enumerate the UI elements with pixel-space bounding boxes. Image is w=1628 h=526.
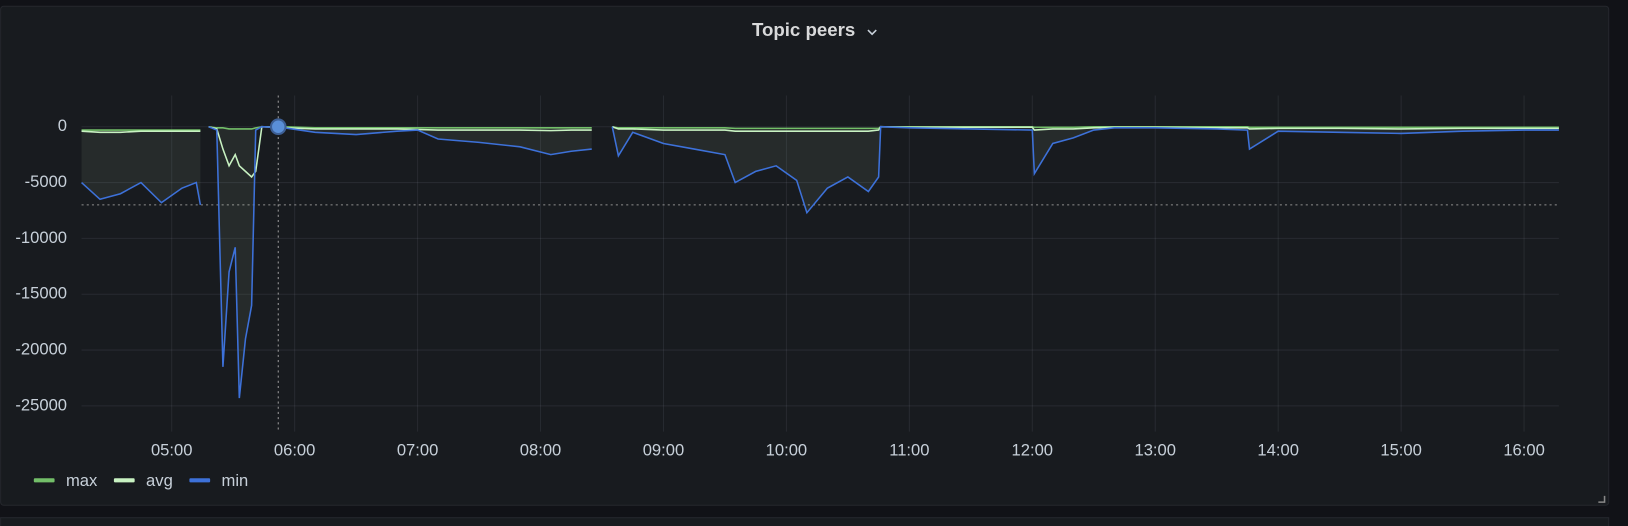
x-tick-label: 06:00 [274,441,316,460]
band-area [612,126,1559,213]
series-line [81,181,202,206]
band-area [81,130,201,205]
x-tick-label: 11:00 [889,441,929,460]
x-tick-label: 07:00 [397,441,439,460]
legend-label[interactable]: max [66,471,98,490]
next-panel [0,517,1610,526]
legend-swatch [189,478,211,483]
x-tick-label: 10:00 [766,441,808,460]
legend-swatch [113,478,135,483]
y-tick-label: -25000 [15,395,67,414]
x-tick-label: 15:00 [1380,441,1422,460]
crosshair-point [269,118,287,136]
series-line [611,125,1559,215]
x-tick-label: 16:00 [1503,441,1545,460]
legend-label[interactable]: avg [146,471,173,490]
x-tick-label: 09:00 [643,441,685,460]
chart-title[interactable]: Topic peers [752,19,855,40]
legend-label[interactable]: min [222,471,249,490]
resize-handle[interactable] [1598,495,1606,503]
y-tick-label: 0 [58,116,67,135]
y-tick-label: -5000 [25,172,67,191]
x-tick-label: 14:00 [1257,441,1299,460]
title-chevron[interactable] [867,29,877,36]
x-tick-label: 12:00 [1012,441,1054,460]
x-tick-label: 05:00 [151,441,193,460]
y-tick-label: -10000 [15,228,67,247]
x-tick-label: 13:00 [1134,441,1176,460]
series-line [81,130,201,134]
x-tick-label: 08:00 [520,441,562,460]
y-tick-label: -20000 [15,339,67,358]
series-line [611,125,1559,132]
y-tick-label: -15000 [15,284,67,303]
legend-swatch [33,478,55,483]
